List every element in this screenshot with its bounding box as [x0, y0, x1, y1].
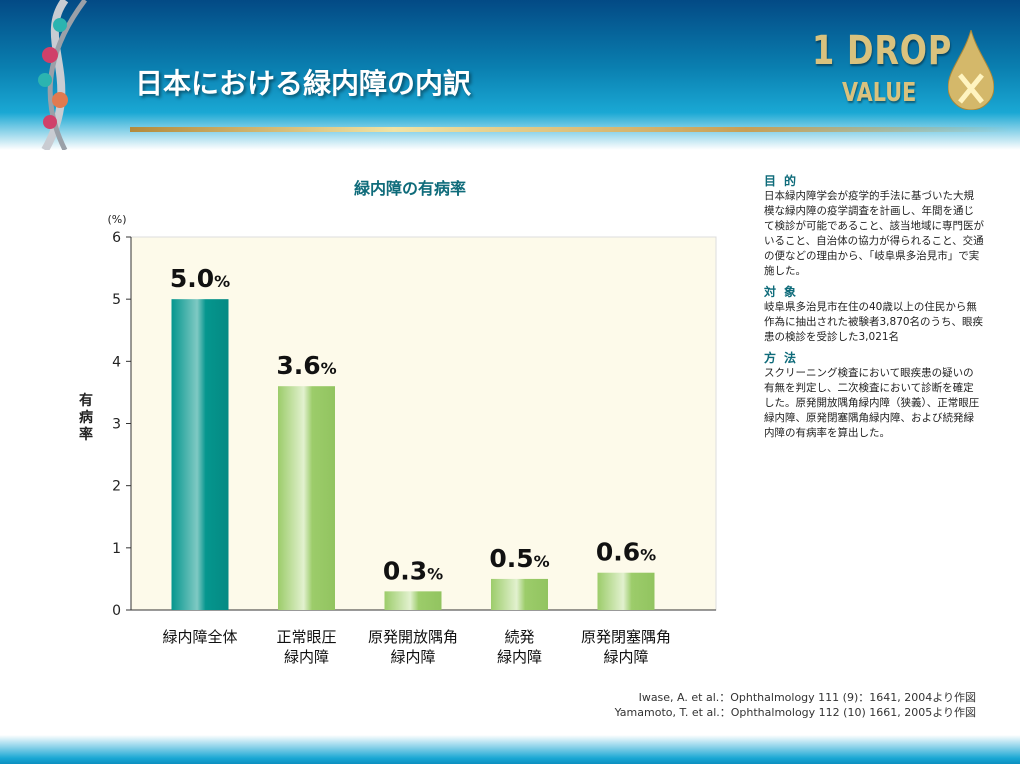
references: Iwase, A. et al.：Ophthalmology 111 (9)：1… — [615, 690, 976, 720]
y-tick-label: 5 — [112, 292, 121, 308]
footer-band — [0, 735, 1020, 764]
logo: 1 DROP VALUE — [812, 28, 1002, 118]
logo-text-2: VALUE — [842, 78, 917, 108]
section-body-method: スクリーニング検査において眼疾患の疑いの有無を判定し、二次検査において診断を確定… — [764, 367, 980, 439]
x-tick-label: 緑内障全体 — [162, 628, 237, 646]
y-tick-label: 2 — [112, 479, 121, 495]
y-tick-label: 6 — [112, 230, 121, 246]
y-axis-label: 有病率 — [79, 392, 93, 443]
bar — [597, 572, 655, 610]
page-title: 日本における緑内障の内訳 — [135, 67, 472, 100]
reference-2: Yamamoto, T. et al.：Ophthalmology 112 (1… — [614, 706, 976, 719]
y-unit-label: (%) — [107, 213, 126, 226]
x-tick-label: 緑内障 — [284, 648, 329, 666]
section-heading-subjects: 対象 — [764, 285, 805, 299]
section-heading-method: 方法 — [764, 351, 805, 365]
x-tick-label: 緑内障 — [497, 648, 542, 666]
section-body-subjects: 岐阜県多治見市在住の40歳以上の住民から無作為に抽出された被験者3,870名のう… — [764, 301, 984, 343]
x-tick-label: 原発開放隅角 — [368, 628, 458, 646]
x-tick-label: 緑内障 — [603, 648, 648, 666]
dna-helix-image — [38, 0, 88, 150]
bar — [171, 299, 229, 610]
section-body-purpose: 日本緑内障学会が疫学的手法に基づいた大規模な緑内障の疫学調査を計画し、年間を通じ… — [764, 190, 984, 277]
divider — [130, 127, 1010, 132]
y-tick-label: 1 — [112, 541, 121, 557]
data-label: 0.5% — [489, 544, 549, 573]
header-banner: 日本における緑内障の内訳 1 DROP VALUE — [0, 0, 1020, 150]
x-tick-label: 正常眼圧 — [276, 628, 336, 646]
section-heading-purpose: 目的 — [764, 174, 805, 188]
logo-text-1: 1 DROP — [812, 28, 953, 74]
bar — [384, 591, 442, 610]
y-tick-label: 4 — [112, 354, 121, 370]
x-tick-label: 原発閉塞隅角 — [581, 628, 671, 646]
drop-icon — [948, 30, 994, 110]
bar — [278, 386, 335, 610]
reference-1: Iwase, A. et al.：Ophthalmology 111 (9)：1… — [638, 691, 976, 704]
bar-chart: 0123456(%)有病率5.0%緑内障全体3.6%正常眼圧緑内障0.3%原発開… — [79, 213, 717, 666]
y-tick-label: 0 — [112, 603, 121, 619]
x-tick-label: 緑内障 — [390, 648, 435, 666]
y-tick-label: 3 — [112, 417, 121, 433]
chart-title: 緑内障の有病率 — [353, 179, 466, 198]
study-info-panel: 目的 日本緑内障学会が疫学的手法に基づいた大規模な緑内障の疫学調査を計画し、年間… — [764, 173, 984, 441]
bar — [491, 578, 548, 610]
x-tick-label: 続発 — [504, 628, 534, 646]
